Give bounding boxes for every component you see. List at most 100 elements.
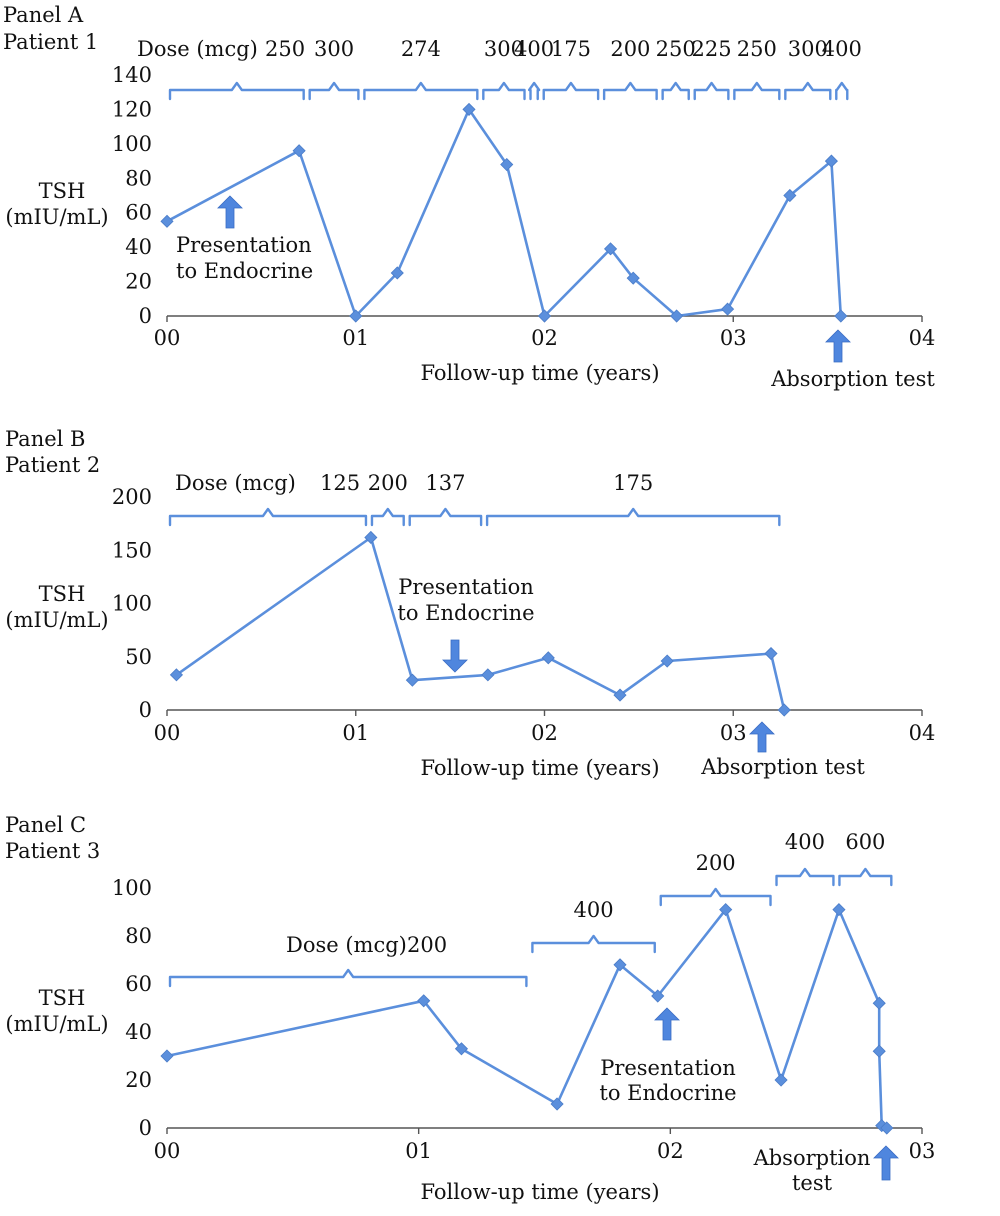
- panel-c-annotation-text: Presentation: [600, 1056, 736, 1080]
- panel-c-annotation-arrow-icon: [873, 1145, 899, 1181]
- panel-a-dose-label: 300: [484, 37, 524, 61]
- panel-a-title: Panel A: [3, 3, 84, 27]
- panel-c-dose-braces: 200 400 200 400 600 Dose (mcg): [168, 830, 893, 988]
- panel-a-y-tick-label: 80: [125, 166, 152, 190]
- panel-c-y-tick-label: 60: [125, 972, 152, 996]
- panel-b-y-tick-label: 100: [112, 592, 152, 616]
- panel-c-dose-label: 200: [407, 933, 447, 957]
- panel-c-x-tick-label: 03: [909, 1139, 936, 1163]
- panel-a-dose-label: 175: [551, 37, 591, 61]
- panel-a-dose-brace: [693, 81, 730, 101]
- panel-a-dose-label: 274: [401, 37, 441, 61]
- panel-c-y-tick-label: 40: [125, 1020, 152, 1044]
- panel-c-data-point: [417, 994, 431, 1008]
- panel-a-data-point: [292, 144, 306, 158]
- panel-b-dose-brace: [485, 507, 781, 527]
- panel-a-dose-brace: [168, 81, 305, 101]
- panel-b-data-point: [613, 688, 627, 702]
- panel-a-data-point: [462, 102, 476, 116]
- panel-a-dose-label: 300: [314, 37, 354, 61]
- panel-c-y-tick-label: 20: [125, 1068, 152, 1092]
- panel-b-series: [169, 530, 791, 717]
- panel-a-dose-brace: [542, 81, 600, 101]
- panel-b-data-point: [169, 668, 184, 682]
- panel-c-dose-brace: [531, 934, 656, 954]
- panel-c-annotation-text-line2: to Endocrine: [599, 1081, 736, 1105]
- panel-a-data-point: [824, 154, 838, 168]
- panel-c-x-tick-label: 00: [154, 1139, 181, 1163]
- panel-c-dose-brace: [659, 887, 772, 907]
- panel-a-data-point: [783, 188, 797, 203]
- panel-a-y-tick-label: 100: [112, 132, 152, 156]
- panel-b-data-point: [364, 530, 378, 545]
- panel-a-data-point: [160, 214, 174, 228]
- panel-c-annotation-text: Absorption: [753, 1146, 871, 1170]
- panel-b-annotation-text-line2: to Endocrine: [397, 601, 534, 625]
- panel-a-y-tick-label: 40: [125, 235, 152, 259]
- panel-a-annotation-arrow-icon: [825, 329, 851, 363]
- panel-a-data-point: [626, 271, 640, 285]
- panel-a-dose-brace: [602, 81, 658, 101]
- panel-a-dose-label: 225: [691, 37, 731, 61]
- panel-b-data-point: [405, 673, 419, 687]
- panel-b-xlabel: Follow-up time (years): [420, 756, 659, 780]
- panel-a-y-tick-label: 120: [112, 97, 152, 121]
- panel-b-x-tick-label: 04: [909, 721, 936, 745]
- panel-c-dose-label: 400: [574, 898, 614, 922]
- panel-a-data-point: [390, 266, 404, 280]
- panel-a-dose-prefix: Dose (mcg): [137, 37, 258, 61]
- panel-a-data-point: [349, 309, 363, 323]
- panel-a-y-tick-label: 140: [112, 63, 152, 87]
- panel-c-x-ticks: 00 01 02 03: [154, 1128, 936, 1163]
- panel-b-data-point: [660, 654, 674, 668]
- panel-b-ylabel: TSH: [39, 582, 86, 606]
- panel-a: Panel A Patient 1 Dose (mcg) TSH (mIU/mL…: [3, 3, 935, 391]
- panel-c-data-point: [160, 1049, 174, 1063]
- panel-a-dose-label: 200: [610, 37, 650, 61]
- panel-a-x-tick-label: 03: [720, 326, 747, 350]
- panel-a-x-tick-label: 00: [154, 326, 181, 350]
- panel-c-dose-brace: [775, 867, 835, 887]
- panel-c: Panel C Patient 3 TSH (mIU/mL) Follow-up…: [5, 813, 935, 1204]
- panel-a-dose-brace: [784, 81, 832, 101]
- panel-b-annotation-arrow-icon: [442, 639, 468, 673]
- panel-a-data-point: [670, 309, 684, 323]
- panel-c-tsh-line: [166, 908, 888, 1130]
- panel-a-annotation-text: Absorption test: [770, 367, 935, 391]
- panel-c-dose-label: 600: [845, 830, 885, 854]
- panel-a-tsh-line: [166, 108, 843, 318]
- panel-a-dose-brace: [363, 81, 479, 101]
- panel-a-data-point: [500, 157, 514, 172]
- panel-c-dose-prefix: Dose (mcg): [286, 933, 407, 957]
- panel-b-dose-brace: [370, 507, 405, 527]
- panel-b-dose-label: 175: [613, 471, 653, 495]
- panel-b-annotation-arrow-icon: [749, 721, 775, 753]
- panel-a-dose-label: 250: [265, 37, 305, 61]
- panel-c-data-point: [774, 1073, 788, 1087]
- panel-a-patient: Patient 1: [3, 30, 98, 54]
- panel-b-x-tick-label: 02: [531, 721, 558, 745]
- panel-a-dose-label: 250: [656, 37, 696, 61]
- panel-c-annotation-arrow-icon: [654, 1007, 680, 1041]
- panel-b-data-point: [541, 651, 555, 665]
- panel-b-data-point: [481, 668, 495, 682]
- panel-a-dose-brace: [308, 81, 360, 101]
- panel-c-y-tick-label: 80: [125, 924, 152, 948]
- panel-c-data-point: [872, 1044, 886, 1058]
- panel-b-x-ticks: 00 01 02 03 04: [154, 710, 936, 745]
- panel-b-x-tick-label: 01: [342, 721, 369, 745]
- panel-a-dose-brace: [661, 81, 690, 101]
- panel-a-annotation-text-line2: to Endocrine: [176, 259, 313, 283]
- panel-a-dose-label: 250: [737, 37, 777, 61]
- panel-a-data-point: [721, 302, 735, 316]
- panel-c-annotation-text-line2: test: [792, 1171, 833, 1195]
- panel-b-y-tick-label: 0: [139, 698, 152, 722]
- panel-b-dose-brace: [408, 507, 483, 527]
- panel-b-dose-brace: [168, 507, 368, 527]
- panel-a-y-tick-label: 60: [125, 201, 152, 225]
